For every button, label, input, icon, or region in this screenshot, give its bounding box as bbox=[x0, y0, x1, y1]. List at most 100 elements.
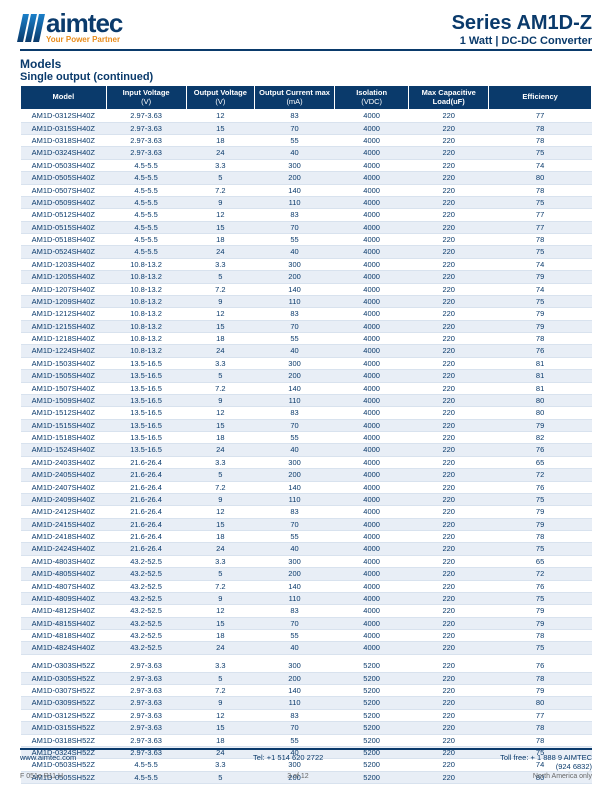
table-cell: 78 bbox=[489, 333, 592, 345]
table-cell: 15 bbox=[186, 518, 255, 530]
table-row: AM1D-1507SH40Z13.5-16.57.2140400022081 bbox=[21, 382, 592, 394]
table-cell: 21.6-26.4 bbox=[106, 518, 186, 530]
table-cell: 220 bbox=[409, 147, 489, 159]
table-cell: AM1D-1205SH40Z bbox=[21, 271, 107, 283]
table-cell: 77 bbox=[489, 110, 592, 122]
table-cell: AM1D-0324SH40Z bbox=[21, 147, 107, 159]
page-footer: www.aimtec.com Tel: +1 514 620 2722 Toll… bbox=[20, 748, 592, 780]
table-cell: 220 bbox=[409, 555, 489, 567]
table-cell: 4000 bbox=[335, 135, 409, 147]
table-cell: 55 bbox=[255, 734, 335, 746]
col-header: Input Voltage(V) bbox=[106, 86, 186, 110]
table-cell: 2.97-3.63 bbox=[106, 697, 186, 709]
table-cell: 140 bbox=[255, 580, 335, 592]
table-row: AM1D-4805SH40Z43.2-52.55200400022072 bbox=[21, 568, 592, 580]
table-row: AM1D-0318SH40Z2.97-3.631855400022078 bbox=[21, 135, 592, 147]
table-row: AM1D-1207SH40Z10.8-13.27.2140400022074 bbox=[21, 283, 592, 295]
table-cell: 4000 bbox=[335, 345, 409, 357]
table-cell: 21.6-26.4 bbox=[106, 506, 186, 518]
table-cell: 55 bbox=[255, 630, 335, 642]
table-cell: 4.5-5.5 bbox=[106, 159, 186, 171]
table-cell: AM1D-0307SH52Z bbox=[21, 685, 107, 697]
table-cell: AM1D-1218SH40Z bbox=[21, 333, 107, 345]
table-row: AM1D-0303SH52Z2.97-3.633.3300520022076 bbox=[21, 660, 592, 672]
table-cell: 4000 bbox=[335, 159, 409, 171]
table-cell: 12 bbox=[186, 709, 255, 721]
table-cell: 220 bbox=[409, 382, 489, 394]
table-cell: 4000 bbox=[335, 630, 409, 642]
table-cell: 43.2-52.5 bbox=[106, 617, 186, 629]
table-cell: 300 bbox=[255, 258, 335, 270]
table-cell: AM1D-1212SH40Z bbox=[21, 308, 107, 320]
table-row: AM1D-4824SH40Z43.2-52.52440400022075 bbox=[21, 642, 592, 654]
table-cell: 10.8-13.2 bbox=[106, 271, 186, 283]
table-cell: 4000 bbox=[335, 221, 409, 233]
table-cell: AM1D-1209SH40Z bbox=[21, 295, 107, 307]
table-cell: 82 bbox=[489, 432, 592, 444]
table-cell: 200 bbox=[255, 568, 335, 580]
table-row: AM1D-0505SH40Z4.5-5.55200400022080 bbox=[21, 172, 592, 184]
table-cell: 83 bbox=[255, 209, 335, 221]
table-cell: AM1D-0303SH52Z bbox=[21, 660, 107, 672]
table-row: AM1D-0307SH52Z2.97-3.637.2140520022079 bbox=[21, 685, 592, 697]
table-cell: 140 bbox=[255, 184, 335, 196]
table-cell: 110 bbox=[255, 493, 335, 505]
table-row: AM1D-4812SH40Z43.2-52.51283400022079 bbox=[21, 605, 592, 617]
col-label: Isolation bbox=[356, 88, 387, 97]
table-cell: 220 bbox=[409, 734, 489, 746]
footer-tollfree2: (924 6832) bbox=[556, 762, 592, 771]
table-cell: 140 bbox=[255, 685, 335, 697]
table-cell: 300 bbox=[255, 660, 335, 672]
table-cell: 75 bbox=[489, 592, 592, 604]
table-cell: 5200 bbox=[335, 722, 409, 734]
models-table: ModelInput Voltage(V)Output Voltage(V)Ou… bbox=[20, 85, 592, 784]
table-cell: 43.2-52.5 bbox=[106, 605, 186, 617]
table-cell: 220 bbox=[409, 283, 489, 295]
table-cell: 79 bbox=[489, 605, 592, 617]
table-cell: 40 bbox=[255, 444, 335, 456]
table-cell: 24 bbox=[186, 444, 255, 456]
table-cell: 4000 bbox=[335, 283, 409, 295]
table-cell: 24 bbox=[186, 543, 255, 555]
table-cell: AM1D-4812SH40Z bbox=[21, 605, 107, 617]
table-cell: AM1D-0312SH52Z bbox=[21, 709, 107, 721]
table-cell: 77 bbox=[489, 221, 592, 233]
table-cell: 220 bbox=[409, 110, 489, 122]
table-cell: 2.97-3.63 bbox=[106, 734, 186, 746]
table-row: AM1D-1512SH40Z13.5-16.51283400022080 bbox=[21, 407, 592, 419]
table-cell: AM1D-1512SH40Z bbox=[21, 407, 107, 419]
table-cell: 220 bbox=[409, 672, 489, 684]
table-cell: AM1D-0512SH40Z bbox=[21, 209, 107, 221]
table-cell: 220 bbox=[409, 432, 489, 444]
table-cell: 220 bbox=[409, 630, 489, 642]
table-row: AM1D-1503SH40Z13.5-16.53.3300400022081 bbox=[21, 357, 592, 369]
table-cell: 12 bbox=[186, 506, 255, 518]
table-cell: 75 bbox=[489, 493, 592, 505]
table-cell: AM1D-2424SH40Z bbox=[21, 543, 107, 555]
table-cell: 220 bbox=[409, 234, 489, 246]
table-cell: 4000 bbox=[335, 481, 409, 493]
table-cell: AM1D-4807SH40Z bbox=[21, 580, 107, 592]
table-cell: 15 bbox=[186, 320, 255, 332]
table-cell: 55 bbox=[255, 531, 335, 543]
table-row: AM1D-4818SH40Z43.2-52.51855400022078 bbox=[21, 630, 592, 642]
table-cell: AM1D-0315SH40Z bbox=[21, 122, 107, 134]
table-cell: 4000 bbox=[335, 234, 409, 246]
table-cell: 80 bbox=[489, 394, 592, 406]
table-cell: AM1D-4805SH40Z bbox=[21, 568, 107, 580]
table-cell: 4000 bbox=[335, 110, 409, 122]
table-cell: 75 bbox=[489, 196, 592, 208]
table-cell: 75 bbox=[489, 543, 592, 555]
col-header: Max Capacitive Load(uF) bbox=[409, 86, 489, 110]
table-cell: 4000 bbox=[335, 568, 409, 580]
table-cell: 220 bbox=[409, 357, 489, 369]
table-cell: 78 bbox=[489, 234, 592, 246]
table-cell: 2.97-3.63 bbox=[106, 147, 186, 159]
table-row: AM1D-1205SH40Z10.8-13.25200400022079 bbox=[21, 271, 592, 283]
table-cell: 9 bbox=[186, 592, 255, 604]
table-cell: 7.2 bbox=[186, 382, 255, 394]
table-cell: 220 bbox=[409, 308, 489, 320]
table-cell: 43.2-52.5 bbox=[106, 568, 186, 580]
table-cell: 4000 bbox=[335, 295, 409, 307]
table-cell: 9 bbox=[186, 493, 255, 505]
